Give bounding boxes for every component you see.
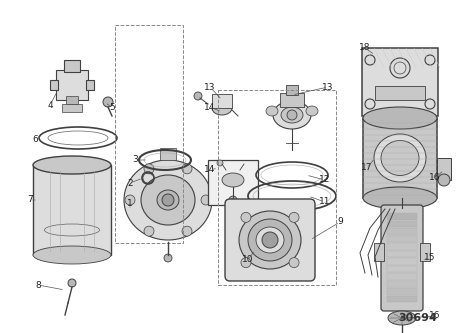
Ellipse shape bbox=[381, 141, 419, 175]
Bar bbox=[66, 96, 78, 104]
Text: 7: 7 bbox=[27, 195, 33, 204]
Bar bbox=[280, 93, 304, 107]
Circle shape bbox=[241, 212, 251, 222]
Ellipse shape bbox=[239, 211, 301, 269]
Ellipse shape bbox=[248, 219, 292, 261]
Text: 18: 18 bbox=[359, 44, 371, 53]
Bar bbox=[62, 104, 82, 112]
Bar bbox=[387, 265, 417, 272]
Ellipse shape bbox=[256, 227, 284, 253]
Ellipse shape bbox=[306, 106, 318, 116]
Bar bbox=[387, 258, 417, 264]
Text: 10: 10 bbox=[242, 255, 254, 264]
Circle shape bbox=[182, 164, 192, 174]
Bar bbox=[212, 94, 232, 108]
Bar bbox=[50, 80, 58, 90]
Text: 14: 14 bbox=[204, 103, 216, 112]
Text: 3: 3 bbox=[132, 156, 138, 165]
Bar bbox=[375, 86, 425, 100]
Ellipse shape bbox=[374, 134, 426, 182]
Circle shape bbox=[287, 110, 297, 120]
Bar bbox=[420, 243, 430, 261]
Text: 13: 13 bbox=[204, 83, 216, 92]
Ellipse shape bbox=[33, 156, 111, 174]
Bar bbox=[387, 295, 417, 302]
Text: 9: 9 bbox=[337, 217, 343, 226]
Circle shape bbox=[241, 258, 251, 268]
Ellipse shape bbox=[281, 107, 303, 123]
Bar bbox=[387, 243, 417, 249]
FancyBboxPatch shape bbox=[225, 199, 315, 281]
Ellipse shape bbox=[363, 187, 437, 209]
Text: 13: 13 bbox=[322, 83, 334, 92]
Circle shape bbox=[289, 258, 299, 268]
Text: 16: 16 bbox=[429, 173, 441, 182]
Bar bbox=[387, 213, 417, 219]
Bar bbox=[387, 220, 417, 227]
Circle shape bbox=[229, 196, 237, 204]
Bar bbox=[387, 235, 417, 242]
Circle shape bbox=[68, 279, 76, 287]
Ellipse shape bbox=[157, 190, 179, 210]
Text: 1: 1 bbox=[127, 199, 133, 208]
Ellipse shape bbox=[141, 175, 195, 225]
Text: 4: 4 bbox=[47, 101, 53, 110]
Bar bbox=[160, 148, 176, 160]
Bar bbox=[387, 280, 417, 287]
Text: 15: 15 bbox=[424, 253, 436, 262]
Circle shape bbox=[103, 97, 113, 107]
Circle shape bbox=[217, 160, 223, 166]
Text: 12: 12 bbox=[319, 175, 331, 184]
Text: 14: 14 bbox=[204, 166, 216, 174]
Ellipse shape bbox=[363, 107, 437, 129]
Ellipse shape bbox=[273, 101, 311, 129]
Bar bbox=[208, 160, 258, 205]
Circle shape bbox=[125, 195, 135, 205]
Bar bbox=[64, 60, 80, 72]
Text: 5: 5 bbox=[109, 104, 115, 113]
Bar bbox=[387, 250, 417, 257]
FancyBboxPatch shape bbox=[381, 205, 423, 311]
Circle shape bbox=[164, 254, 172, 262]
Ellipse shape bbox=[388, 311, 416, 325]
Circle shape bbox=[144, 226, 154, 236]
Bar bbox=[387, 228, 417, 234]
Circle shape bbox=[162, 194, 174, 206]
Bar bbox=[374, 243, 384, 261]
Ellipse shape bbox=[212, 101, 232, 115]
Text: 30694: 30694 bbox=[399, 313, 438, 323]
Ellipse shape bbox=[33, 246, 111, 264]
Circle shape bbox=[438, 174, 450, 186]
Ellipse shape bbox=[124, 160, 212, 240]
Bar bbox=[387, 288, 417, 294]
Circle shape bbox=[289, 212, 299, 222]
Text: 17: 17 bbox=[361, 164, 373, 172]
Bar bbox=[387, 273, 417, 279]
Circle shape bbox=[262, 232, 278, 248]
Text: 16: 16 bbox=[429, 311, 441, 320]
Text: 8: 8 bbox=[35, 280, 41, 289]
Text: 11: 11 bbox=[319, 197, 331, 206]
Text: 2: 2 bbox=[127, 178, 133, 187]
Bar bbox=[33, 165, 111, 255]
Bar bbox=[286, 85, 298, 95]
Ellipse shape bbox=[266, 106, 278, 116]
Circle shape bbox=[201, 195, 211, 205]
Bar bbox=[86, 80, 94, 90]
Circle shape bbox=[144, 164, 154, 174]
Bar bbox=[437, 158, 451, 180]
Circle shape bbox=[182, 226, 192, 236]
Bar bbox=[363, 118, 437, 198]
Bar bbox=[56, 70, 88, 100]
Circle shape bbox=[194, 92, 202, 100]
Polygon shape bbox=[362, 48, 438, 116]
Text: 6: 6 bbox=[32, 136, 38, 145]
Ellipse shape bbox=[222, 173, 244, 187]
